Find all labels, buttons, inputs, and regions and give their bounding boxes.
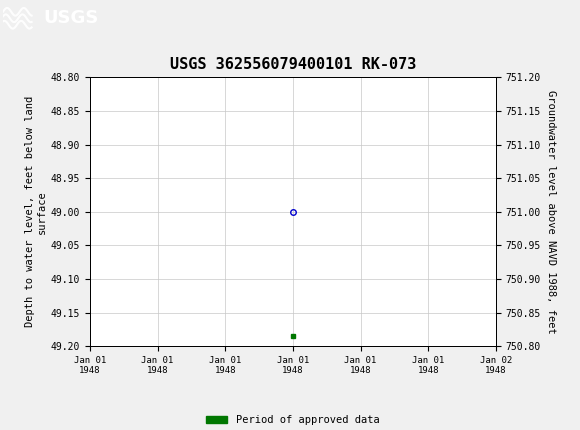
Y-axis label: Groundwater level above NAVD 1988, feet: Groundwater level above NAVD 1988, feet <box>546 90 556 334</box>
Text: USGS: USGS <box>44 9 99 27</box>
Title: USGS 362556079400101 RK-073: USGS 362556079400101 RK-073 <box>170 57 416 72</box>
Legend: Period of approved data: Period of approved data <box>202 412 383 430</box>
Y-axis label: Depth to water level, feet below land
surface: Depth to water level, feet below land su… <box>25 96 46 327</box>
